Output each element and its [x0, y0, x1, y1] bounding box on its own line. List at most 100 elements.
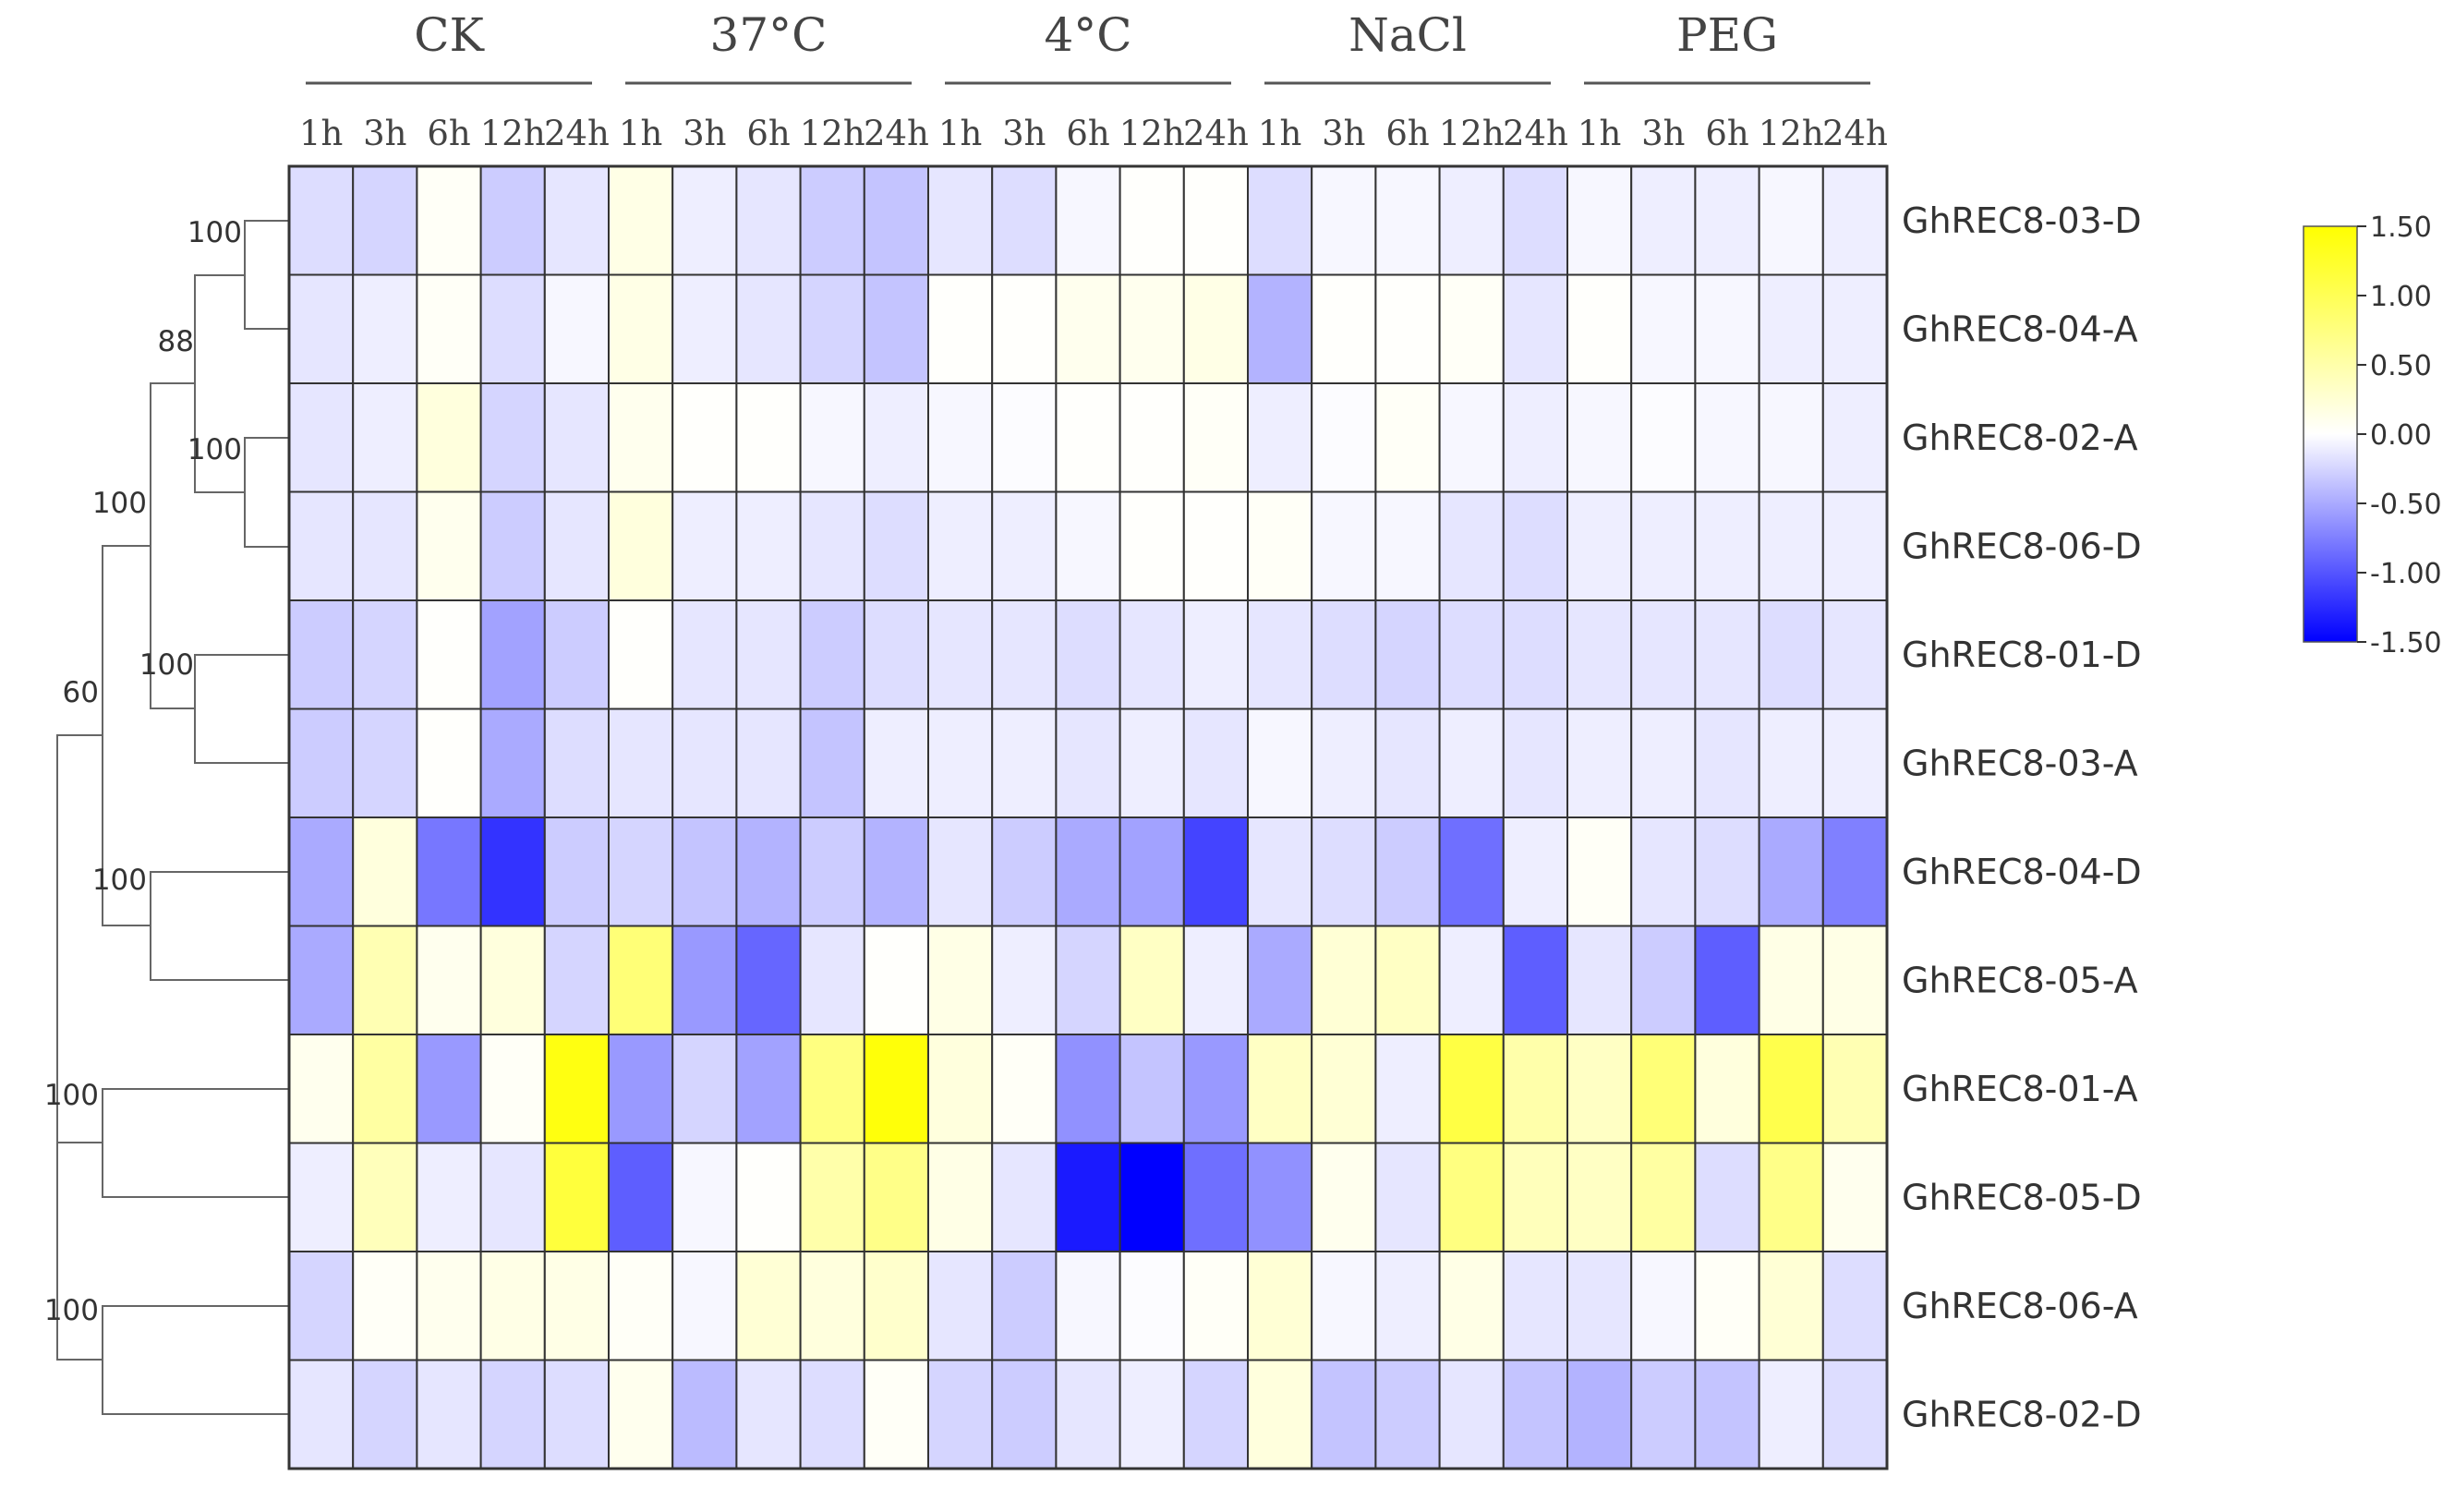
timepoint-label: 24h [1503, 114, 1568, 153]
heatmap-cell [1438, 1359, 1505, 1470]
heatmap-cell [543, 490, 610, 601]
condition-label: 4°C [1044, 8, 1131, 62]
timepoint-label: 3h [363, 114, 406, 153]
heatmap-cell [991, 165, 1058, 276]
heatmap-cell [1758, 490, 1824, 601]
heatmap-cell [1821, 708, 1889, 818]
heatmap-cell [799, 490, 865, 601]
heatmap-cell [1119, 1034, 1185, 1144]
timepoint-label: 1h [938, 114, 982, 153]
heatmap-cell [1247, 1359, 1313, 1470]
heatmap-cell [863, 382, 929, 493]
heatmap-cell [1821, 1142, 1889, 1252]
heatmap-cell [288, 708, 355, 818]
heatmap-cell [1374, 599, 1441, 710]
heatmap-cell [1311, 925, 1377, 1035]
heatmap-cell [543, 165, 610, 276]
heatmap-cell [288, 925, 355, 1035]
heatmap-cell [1055, 1359, 1121, 1470]
heatmap-cell [1502, 708, 1569, 818]
heatmap-cell [1438, 816, 1505, 927]
heatmap-cell [1374, 1359, 1441, 1470]
heatmap-cell [863, 925, 929, 1035]
heatmap-cell [1566, 1359, 1633, 1470]
heatmap-cell [1438, 599, 1505, 710]
heatmap-cell [927, 490, 994, 601]
heatmap-cell [1182, 382, 1250, 493]
heatmap-cell [1055, 273, 1121, 384]
heatmap-cell [1502, 1034, 1569, 1144]
heatmap-cell [1055, 816, 1121, 927]
timepoint-label: 12h [1119, 114, 1185, 153]
heatmap-cell [991, 925, 1058, 1035]
gene-label: GhREC8-04-A [1902, 308, 2138, 349]
heatmap-cell [1374, 1251, 1441, 1361]
heatmap-cell [671, 816, 738, 927]
heatmap-cell [479, 708, 546, 818]
heatmap-cell [1311, 490, 1377, 601]
heatmap-cell [1694, 1142, 1760, 1252]
heatmap-cell [1055, 1034, 1121, 1144]
heatmap-cell [479, 816, 546, 927]
heatmap-cell [671, 1034, 738, 1144]
timepoint-label: 12h [1759, 114, 1824, 153]
heatmap-cell [608, 599, 674, 710]
heatmap-cell [799, 1251, 865, 1361]
heatmap-border [287, 164, 1889, 1470]
colorbar-tick-label: -1.00 [2370, 558, 2442, 590]
heatmap-cell [927, 273, 994, 384]
heatmap-cell [608, 925, 674, 1035]
heatmap-cell [1694, 599, 1760, 710]
dendrogram-branch [56, 734, 103, 1143]
heatmap-cell [1438, 382, 1505, 493]
heatmap-cell [671, 273, 738, 384]
heatmap-cell [1247, 1034, 1313, 1144]
heatmap-cell [991, 1359, 1058, 1470]
heatmap-cell [1438, 925, 1505, 1035]
timepoint-label: 12h [1439, 114, 1505, 153]
heatmap-cell [1758, 165, 1824, 276]
heatmap-cell [1758, 1142, 1824, 1252]
gene-label: GhREC8-01-A [1902, 1069, 2138, 1109]
heatmap-cell [1182, 165, 1250, 276]
heatmap-cell [1630, 490, 1697, 601]
heatmap-cell [1374, 816, 1441, 927]
heatmap-cell [671, 708, 738, 818]
heatmap-cell [1694, 1251, 1760, 1361]
heatmap-cell [416, 1142, 482, 1252]
heatmap-cell [1758, 708, 1824, 818]
heatmap-cell [1438, 490, 1505, 601]
heatmap-cell [671, 382, 738, 493]
colorbar-tick-label: 0.00 [2370, 419, 2432, 452]
heatmap-cell [1566, 165, 1633, 276]
heatmap-cell [1821, 1251, 1889, 1361]
heatmap-cell [543, 599, 610, 710]
heatmap-cell [799, 925, 865, 1035]
heatmap-cell [1821, 382, 1889, 493]
heatmap-cell [416, 1251, 482, 1361]
heatmap-cell [288, 1251, 355, 1361]
heatmap-cell [1119, 1359, 1185, 1470]
heatmap-cell [608, 1034, 674, 1144]
bootstrap-value: 100 [187, 216, 242, 249]
heatmap-cell [735, 599, 802, 710]
bootstrap-value: 88 [158, 325, 194, 358]
colorbar-tick-label: -1.50 [2370, 627, 2442, 659]
heatmap-cell [479, 382, 546, 493]
heatmap-cell [288, 816, 355, 927]
bootstrap-value: 100 [44, 1294, 99, 1327]
heatmap-cell [479, 1034, 546, 1144]
heatmap-cell [416, 708, 482, 818]
heatmap-cell [543, 1034, 610, 1144]
heatmap-cell [1566, 1251, 1633, 1361]
heatmap-cell [671, 165, 738, 276]
heatmap-cell [1502, 382, 1569, 493]
heatmap-cell [1758, 599, 1824, 710]
heatmap-cell [608, 165, 674, 276]
heatmap-cell [352, 925, 418, 1035]
heatmap-cell [1694, 165, 1760, 276]
heatmap-cell [927, 1142, 994, 1252]
heatmap-cell [1182, 708, 1250, 818]
timepoint-label: 6h [1066, 114, 1109, 153]
heatmap-cell [1758, 382, 1824, 493]
